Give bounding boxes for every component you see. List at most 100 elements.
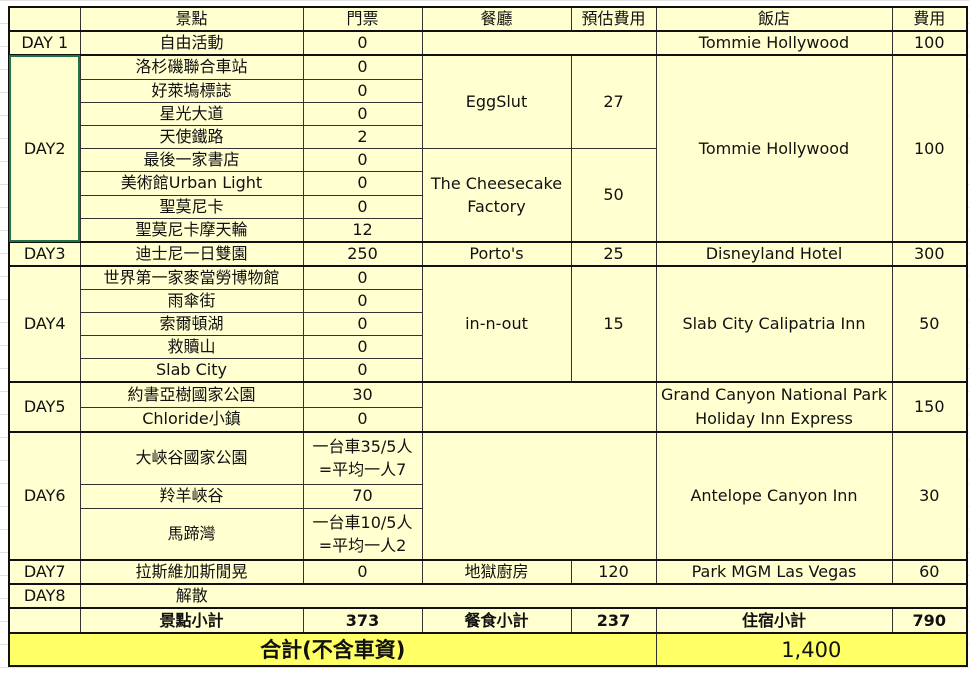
cost-cell[interactable]: 300	[891, 241, 968, 267]
ticket-cell[interactable]: 250	[302, 241, 423, 267]
hotel-cell[interactable]: Park MGM Las Vegas	[655, 559, 893, 585]
cell[interactable]	[8, 6, 81, 32]
hotel-cell[interactable]: Tommie Hollywood	[655, 30, 893, 56]
est-cost-cell[interactable]: 50	[570, 147, 657, 243]
total-value[interactable]: 1,400	[655, 632, 968, 667]
spot-cell[interactable]: 天使鐵路	[79, 124, 304, 149]
ticket-cell[interactable]: 0	[302, 194, 423, 219]
spot-cell[interactable]: 馬蹄灣	[79, 507, 304, 561]
ticket-cell[interactable]: 0	[302, 147, 423, 172]
restaurant-cell[interactable]: Porto's	[421, 241, 572, 267]
spot-cell[interactable]: 羚羊峽谷	[79, 483, 304, 509]
hotel-cell[interactable]: Disneyland Hotel	[655, 241, 893, 267]
ticket-cell[interactable]: 0	[302, 358, 423, 383]
day-cell[interactable]: DAY7	[8, 559, 81, 585]
spot-cell[interactable]: 迪士尼一日雙園	[79, 241, 304, 267]
header-restaurant[interactable]: 餐廳	[421, 6, 572, 32]
ticket-cell[interactable]: 2	[302, 124, 423, 149]
spot-cell[interactable]: 聖莫尼卡	[79, 194, 304, 219]
est-cost-cell[interactable]: 25	[570, 241, 657, 267]
ticket-cell[interactable]: 0	[302, 265, 423, 290]
cost-cell[interactable]: 100	[891, 30, 968, 56]
spot-cell[interactable]: 聖莫尼卡摩天輪	[79, 217, 304, 243]
restaurant-cell[interactable]: EggSlut	[421, 54, 572, 149]
est-cost-cell[interactable]: 120	[570, 559, 657, 585]
header-est-cost[interactable]: 預估費用	[570, 6, 657, 32]
ticket-cell[interactable]: 0	[302, 54, 423, 80]
ticket-cell[interactable]: 30	[302, 381, 423, 408]
total-label[interactable]: 合計(不含車資)	[8, 632, 657, 667]
food-subtotal-value[interactable]: 237	[570, 607, 657, 634]
day-cell[interactable]: DAY5	[8, 381, 81, 433]
table-row: 天使鐵路 2	[9, 124, 967, 149]
spot-cell[interactable]: 約書亞樹國家公園	[79, 381, 304, 408]
cell[interactable]	[8, 607, 81, 634]
hotel-cell[interactable]: Grand Canyon National Park Holiday Inn E…	[655, 381, 893, 433]
ticket-cell[interactable]: 0	[302, 289, 423, 313]
spot-cell[interactable]: Chloride小鎮	[79, 406, 304, 433]
cost-cell[interactable]: 50	[891, 265, 968, 383]
spot-cell[interactable]: 自由活動	[79, 30, 304, 56]
day-cell[interactable]: DAY2	[8, 54, 81, 243]
ticket-cell[interactable]: 0	[302, 101, 423, 126]
ticket-cell[interactable]: 0	[302, 78, 423, 103]
table-row: 索爾頓湖 0	[9, 312, 967, 336]
spot-cell[interactable]: 洛杉磯聯合車站	[79, 54, 304, 80]
ticket-cell[interactable]: 0	[302, 30, 423, 56]
food-subtotal-label[interactable]: 餐食小計	[421, 607, 572, 634]
header-ticket[interactable]: 門票	[302, 6, 423, 32]
spot-cell[interactable]: 拉斯維加斯閒晃	[79, 559, 304, 585]
ticket-cell[interactable]: 一台車35/5人 =平均一人7	[302, 431, 423, 485]
cost-cell[interactable]: 150	[891, 381, 968, 433]
spot-cell[interactable]: 索爾頓湖	[79, 312, 304, 336]
empty-cell[interactable]	[303, 583, 968, 609]
ticket-cell[interactable]: 70	[302, 483, 423, 509]
spot-cell[interactable]: 世界第一家麥當勞博物館	[79, 265, 304, 290]
day-cell[interactable]: DAY6	[8, 431, 81, 561]
ticket-cell[interactable]: 0	[302, 312, 423, 336]
hotel-cell[interactable]: Slab City Calipatria Inn	[655, 265, 893, 383]
spot-cell[interactable]: 救贖山	[79, 335, 304, 359]
spot-subtotal-value[interactable]: 373	[302, 607, 423, 634]
est-cost-cell[interactable]: 27	[570, 54, 657, 149]
header-spot[interactable]: 景點	[79, 6, 304, 32]
day-cell[interactable]: DAY8	[8, 583, 81, 609]
table-row: DAY7 拉斯維加斯閒晃 0 地獄廚房 120 Park MGM Las Veg…	[8, 559, 968, 585]
ticket-cell[interactable]: 0	[302, 170, 423, 196]
spot-cell[interactable]: 美術館Urban Light	[79, 170, 304, 196]
spot-cell[interactable]: 好萊塢標誌	[79, 78, 304, 103]
restaurant-cell[interactable]	[421, 431, 657, 561]
hotel-cell[interactable]: Antelope Canyon Inn	[655, 431, 893, 561]
ticket-cell[interactable]: 0	[302, 335, 423, 359]
spot-subtotal-label[interactable]: 景點小計	[79, 607, 304, 634]
restaurant-cell[interactable]	[421, 381, 657, 433]
restaurant-cell[interactable]: The Cheesecake Factory	[421, 147, 572, 243]
ticket-cell[interactable]: 0	[302, 406, 423, 433]
ticket-cell[interactable]: 一台車10/5人 =平均一人2	[302, 507, 423, 561]
table-row: DAY5 約書亞樹國家公園 30 Grand Canyon National P…	[8, 381, 968, 433]
ticket-cell[interactable]: 0	[302, 559, 423, 585]
est-cost-cell[interactable]: 15	[570, 265, 657, 383]
header-cost[interactable]: 費用	[891, 6, 968, 32]
day-cell[interactable]: DAY 1	[8, 30, 81, 56]
hotel-subtotal-label[interactable]: 住宿小計	[655, 607, 893, 634]
restaurant-cell[interactable]: in-n-out	[421, 265, 572, 383]
cost-cell[interactable]: 60	[891, 559, 968, 585]
spot-cell[interactable]: 最後一家書店	[79, 147, 304, 172]
header-hotel[interactable]: 飯店	[655, 6, 893, 32]
hotel-subtotal-value[interactable]: 790	[891, 607, 968, 634]
table-row: 好萊塢標誌 0	[9, 78, 967, 103]
hotel-cell[interactable]: Tommie Hollywood	[655, 54, 893, 243]
cost-cell[interactable]: 100	[891, 54, 968, 243]
day-cell[interactable]: DAY3	[8, 241, 81, 267]
spot-cell[interactable]: 星光大道	[79, 101, 304, 126]
restaurant-cell[interactable]: 地獄廚房	[421, 559, 572, 585]
spot-cell[interactable]: Slab City	[79, 358, 304, 383]
spot-cell[interactable]: 解散	[79, 583, 303, 609]
cost-cell[interactable]: 30	[891, 431, 968, 561]
day-cell[interactable]: DAY4	[8, 265, 81, 383]
restaurant-cell[interactable]	[421, 30, 657, 56]
spot-cell[interactable]: 大峽谷國家公園	[79, 431, 304, 485]
spot-cell[interactable]: 雨傘街	[79, 289, 304, 313]
ticket-cell[interactable]: 12	[302, 217, 423, 243]
